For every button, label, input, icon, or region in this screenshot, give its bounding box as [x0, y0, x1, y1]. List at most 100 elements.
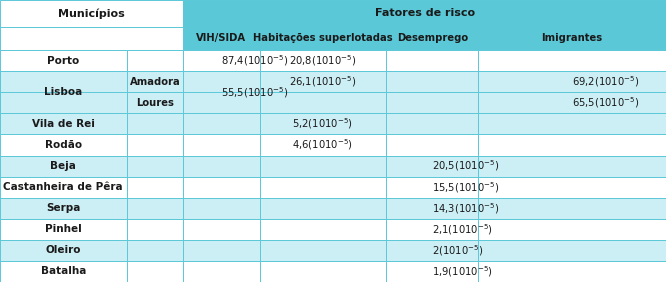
- Bar: [0, 27, 183, 50]
- Bar: [386, 135, 478, 156]
- Bar: [478, 177, 666, 198]
- Bar: [0, 261, 127, 282]
- Text: 1,9(10$10^{-5}$): 1,9(10$10^{-5}$): [432, 264, 494, 279]
- Bar: [183, 71, 260, 92]
- Bar: [260, 261, 386, 282]
- Text: 2(10$10^{-5}$): 2(10$10^{-5}$): [432, 243, 484, 258]
- Bar: [386, 92, 478, 113]
- Bar: [127, 156, 183, 177]
- Bar: [260, 92, 386, 113]
- Bar: [127, 219, 183, 240]
- Bar: [386, 219, 478, 240]
- Text: Pinhel: Pinhel: [45, 224, 82, 234]
- Bar: [260, 50, 386, 71]
- Bar: [183, 0, 666, 27]
- Text: Rodão: Rodão: [45, 140, 82, 150]
- Bar: [260, 113, 386, 135]
- Bar: [260, 135, 386, 156]
- Text: Castanheira de Pêra: Castanheira de Pêra: [3, 182, 123, 192]
- Bar: [260, 177, 386, 198]
- Text: 4,6(10$10^{-5}$): 4,6(10$10^{-5}$): [292, 138, 354, 153]
- Bar: [0, 135, 127, 156]
- Bar: [183, 27, 260, 50]
- Text: Vila de Rei: Vila de Rei: [32, 119, 95, 129]
- Bar: [386, 261, 478, 282]
- Bar: [127, 135, 183, 156]
- Text: Beja: Beja: [51, 161, 76, 171]
- Bar: [0, 177, 127, 198]
- Text: Amadora: Amadora: [129, 77, 180, 87]
- Bar: [386, 177, 478, 198]
- Bar: [183, 92, 260, 113]
- Text: Fatores de risco: Fatores de risco: [374, 8, 475, 18]
- Bar: [478, 27, 666, 50]
- Bar: [386, 27, 478, 50]
- Bar: [183, 240, 260, 261]
- Bar: [183, 50, 260, 71]
- Text: Serpa: Serpa: [46, 203, 81, 213]
- Bar: [386, 198, 478, 219]
- Bar: [386, 113, 478, 135]
- Bar: [183, 113, 260, 135]
- Bar: [478, 50, 666, 71]
- Bar: [127, 261, 183, 282]
- Bar: [478, 135, 666, 156]
- Bar: [260, 156, 386, 177]
- Bar: [386, 71, 478, 92]
- Text: Loures: Loures: [136, 98, 174, 108]
- Bar: [478, 261, 666, 282]
- Bar: [183, 219, 260, 240]
- Bar: [0, 71, 127, 92]
- Bar: [183, 177, 260, 198]
- Text: Lisboa: Lisboa: [44, 87, 83, 97]
- Text: Porto: Porto: [47, 56, 79, 66]
- Bar: [478, 92, 666, 113]
- Text: Municípios: Municípios: [58, 8, 125, 19]
- Bar: [386, 50, 478, 71]
- Text: 2,1(10$10^{-5}$): 2,1(10$10^{-5}$): [432, 222, 494, 237]
- Text: Desemprego: Desemprego: [397, 34, 468, 43]
- Bar: [127, 113, 183, 135]
- Text: VIH/SIDA: VIH/SIDA: [196, 34, 246, 43]
- Text: 87,4(10$10^{-5}$): 87,4(10$10^{-5}$): [221, 53, 289, 68]
- Text: Batalha: Batalha: [41, 266, 86, 276]
- Bar: [260, 219, 386, 240]
- Text: 26,1(10$10^{-5}$): 26,1(10$10^{-5}$): [289, 74, 357, 89]
- Bar: [0, 156, 127, 177]
- Bar: [260, 27, 386, 50]
- Text: 14,3(10$10^{-5}$): 14,3(10$10^{-5}$): [432, 201, 500, 216]
- Text: 5,2(10$10^{-5}$): 5,2(10$10^{-5}$): [292, 116, 354, 131]
- Bar: [183, 71, 260, 113]
- Text: 20,5(10$10^{-5}$): 20,5(10$10^{-5}$): [432, 159, 500, 173]
- Bar: [183, 156, 260, 177]
- Bar: [127, 71, 183, 92]
- Text: Imigrantes: Imigrantes: [541, 34, 603, 43]
- Bar: [0, 219, 127, 240]
- Bar: [127, 50, 183, 71]
- Bar: [0, 71, 127, 113]
- Text: Oleiro: Oleiro: [45, 245, 81, 255]
- Bar: [0, 240, 127, 261]
- Text: 15,5(10$10^{-5}$): 15,5(10$10^{-5}$): [432, 180, 500, 195]
- Bar: [478, 71, 666, 92]
- Bar: [0, 198, 127, 219]
- Text: 20,8(10$10^{-5}$): 20,8(10$10^{-5}$): [289, 53, 357, 68]
- Bar: [478, 156, 666, 177]
- Bar: [127, 177, 183, 198]
- Bar: [183, 135, 260, 156]
- Bar: [478, 240, 666, 261]
- Bar: [478, 113, 666, 135]
- Bar: [0, 0, 183, 27]
- Bar: [0, 113, 127, 135]
- Text: 55,5(10$10^{-5}$): 55,5(10$10^{-5}$): [221, 85, 289, 100]
- Bar: [183, 198, 260, 219]
- Bar: [0, 92, 127, 113]
- Bar: [478, 219, 666, 240]
- Bar: [386, 240, 478, 261]
- Bar: [386, 156, 478, 177]
- Bar: [127, 92, 183, 113]
- Text: Habitações superlotadas: Habitações superlotadas: [253, 34, 393, 43]
- Bar: [183, 261, 260, 282]
- Bar: [260, 198, 386, 219]
- Bar: [260, 240, 386, 261]
